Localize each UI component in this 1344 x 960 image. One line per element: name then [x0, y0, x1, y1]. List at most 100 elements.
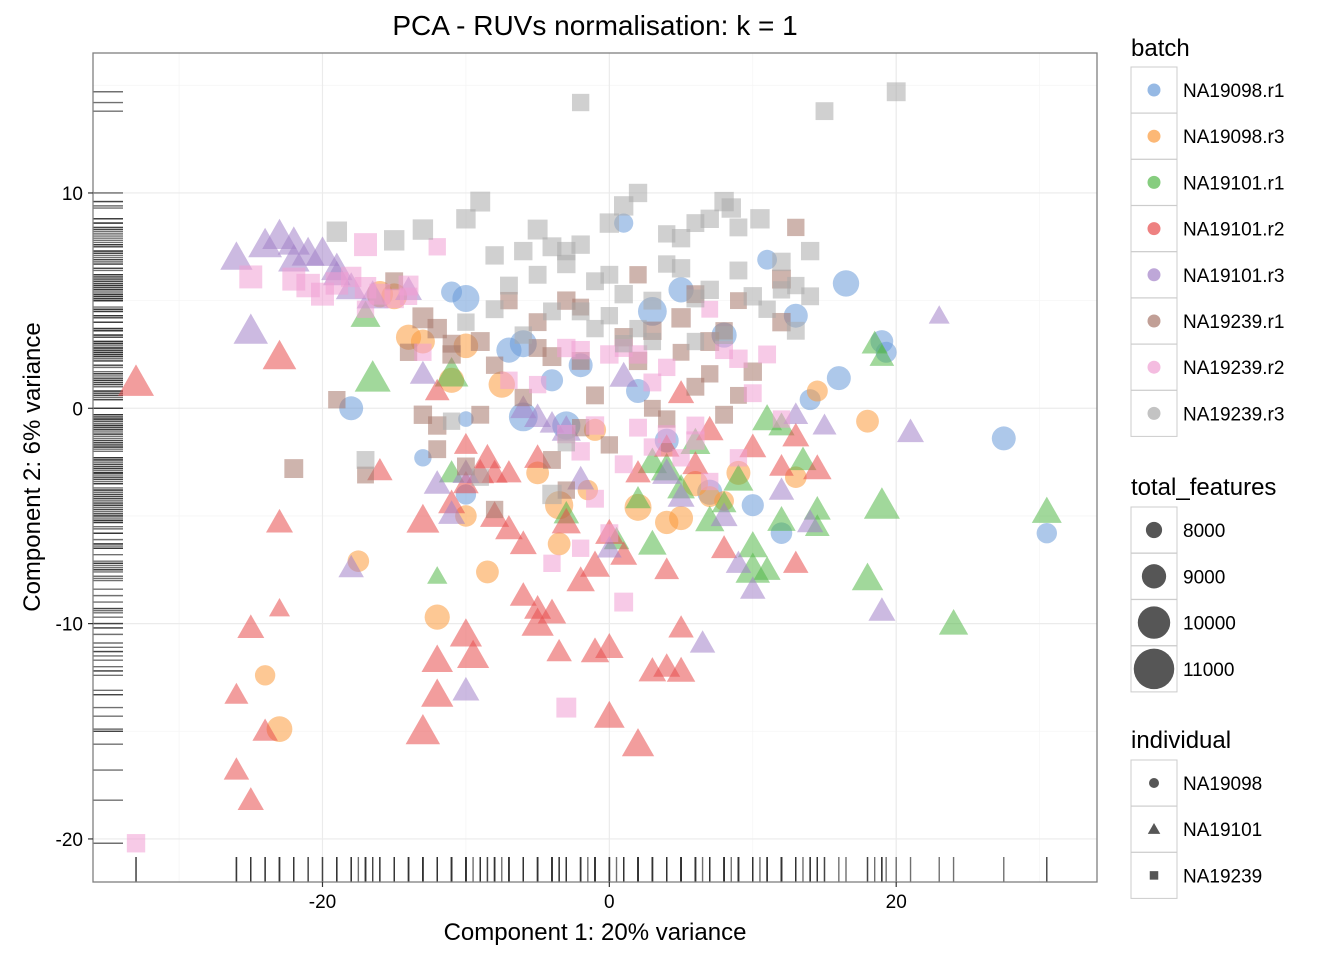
y-axis-title: Component 2: 6% variance — [19, 322, 46, 612]
data-point — [666, 656, 696, 682]
data-point — [868, 597, 896, 621]
data-point — [540, 369, 564, 392]
data-point — [1036, 522, 1058, 544]
data-point — [571, 235, 590, 254]
data-point — [629, 319, 647, 338]
data-point — [730, 386, 747, 404]
data-point — [614, 455, 633, 474]
legend-swatch — [1147, 129, 1161, 143]
data-point — [806, 380, 828, 402]
data-point — [826, 366, 851, 391]
data-point — [743, 384, 762, 403]
legend-batch-label: NA19101.r1 — [1183, 173, 1284, 194]
data-point — [458, 411, 474, 427]
legend-shape-swatch — [1149, 871, 1159, 880]
data-point — [427, 318, 447, 339]
data-point — [897, 418, 924, 443]
data-point — [384, 230, 405, 251]
data-point — [354, 360, 391, 392]
data-point — [600, 436, 619, 454]
data-point — [615, 335, 633, 353]
data-point — [613, 196, 634, 216]
data-point — [737, 531, 768, 558]
legend-swatch — [1147, 314, 1161, 328]
data-point — [328, 391, 346, 409]
x-tick-label: -20 — [309, 892, 336, 913]
legend-individual-label: NA19239 — [1183, 866, 1262, 887]
data-point — [277, 226, 310, 255]
data-point — [629, 266, 647, 284]
data-point — [537, 598, 567, 624]
data-point — [787, 276, 805, 295]
data-point — [614, 592, 634, 612]
y-tick-label: 10 — [62, 184, 83, 205]
legend-swatch — [1147, 406, 1161, 420]
y-tick-label: -10 — [56, 615, 83, 636]
chart-title: PCA - RUVs normalisation: k = 1 — [392, 10, 797, 41]
data-point — [406, 503, 440, 533]
data-point — [621, 728, 655, 757]
data-point — [421, 678, 454, 707]
data-point — [768, 477, 795, 500]
data-point — [514, 326, 532, 344]
data-point — [496, 337, 522, 363]
data-point — [510, 395, 537, 419]
data-point — [869, 344, 895, 366]
data-point — [571, 302, 590, 321]
data-point — [424, 604, 450, 630]
plot-panel — [92, 52, 1098, 883]
data-point — [580, 550, 610, 577]
legend-size-swatch — [1137, 606, 1171, 639]
data-point — [528, 339, 547, 357]
data-point — [248, 227, 282, 258]
data-point — [237, 787, 264, 810]
data-point — [686, 289, 705, 308]
data-point — [473, 443, 502, 469]
data-point — [772, 281, 791, 299]
data-point — [597, 535, 622, 558]
data-point — [424, 378, 450, 401]
data-point — [413, 405, 433, 424]
gridlines — [93, 53, 1097, 882]
data-point — [514, 388, 532, 407]
data-point — [743, 362, 762, 381]
data-point — [594, 700, 625, 728]
data-point — [772, 410, 791, 428]
data-point — [628, 183, 648, 203]
data-point — [542, 484, 562, 505]
data-point — [715, 405, 734, 424]
data-point — [637, 447, 667, 474]
data-point — [527, 219, 548, 240]
data-point — [557, 338, 576, 358]
data-point — [586, 272, 604, 291]
data-point — [767, 506, 796, 531]
data-point — [452, 284, 480, 312]
data-point — [686, 377, 705, 396]
data-point — [654, 557, 680, 580]
data-point — [571, 418, 590, 437]
legend-size-swatch — [1145, 521, 1163, 539]
data-point — [485, 500, 504, 519]
data-point — [233, 313, 268, 344]
data-point — [571, 340, 590, 360]
data-point — [428, 416, 447, 435]
data-point — [721, 198, 741, 218]
legend-swatch — [1147, 360, 1161, 374]
legend-batch-label: NA19101.r3 — [1183, 266, 1284, 287]
data-point — [671, 259, 691, 278]
data-point — [485, 300, 504, 319]
data-point — [725, 550, 752, 573]
data-point — [223, 757, 250, 780]
data-point — [421, 644, 453, 672]
data-point — [701, 365, 719, 383]
data-point — [557, 254, 576, 274]
data-point — [528, 375, 547, 394]
data-point — [305, 236, 340, 266]
x-tick-label: 0 — [604, 892, 615, 913]
data-point — [428, 440, 447, 459]
data-point — [600, 265, 619, 284]
legend-swatch — [1147, 175, 1161, 189]
data-point — [566, 566, 595, 592]
data-point — [356, 300, 375, 318]
